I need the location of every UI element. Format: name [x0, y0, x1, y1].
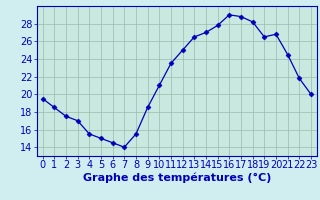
X-axis label: Graphe des températures (°C): Graphe des températures (°C): [83, 173, 271, 183]
